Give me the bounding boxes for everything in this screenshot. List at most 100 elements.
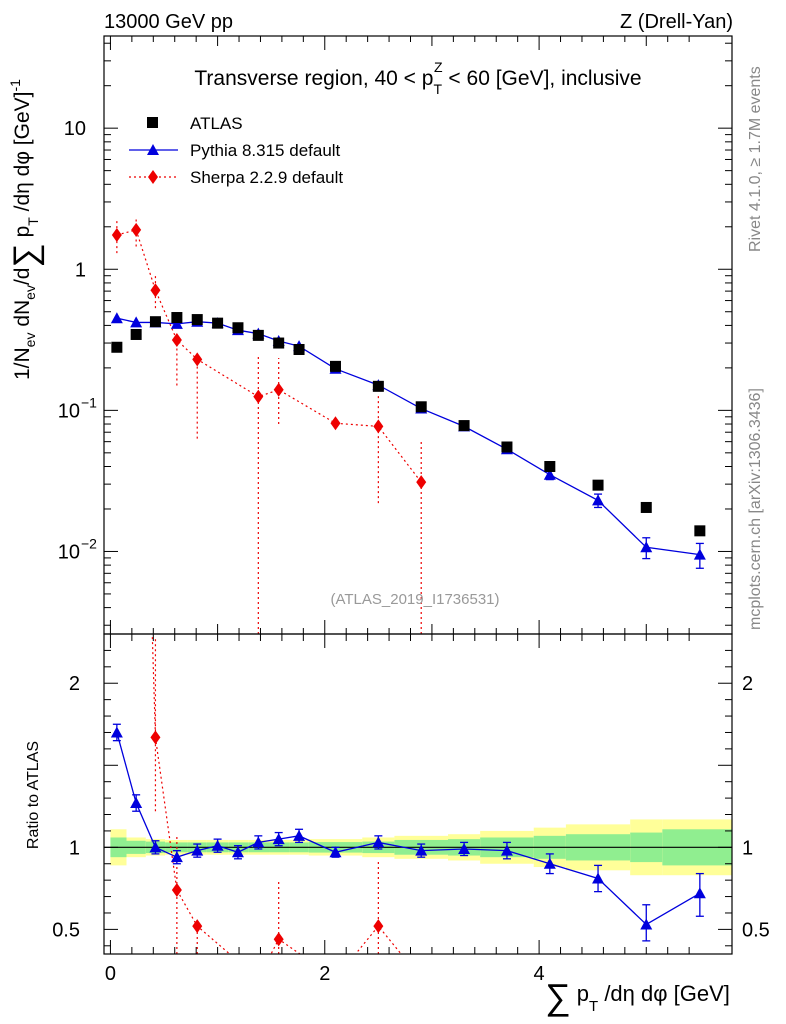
atlas-data-point: [111, 341, 123, 353]
pythia-ratio-point: [130, 797, 143, 809]
main-y-tick-label: 10: [58, 541, 80, 563]
pythia-ratio-point: [293, 829, 306, 841]
main-y-axis-label: 1/Nev dNev/d∑ pT /dη dφ [GeV]-1: [7, 79, 45, 380]
sherpa-main-point: [171, 333, 182, 348]
pythia-ratio-point: [170, 851, 183, 863]
main-y-tick-label: 1: [75, 259, 86, 281]
main-y-tick-exponent: −1: [81, 394, 97, 410]
pythia-main-point: [640, 541, 653, 553]
analysis-watermark: (ATLAS_2019_I1736531): [330, 591, 499, 608]
atlas-data-point: [592, 479, 604, 491]
sherpa-main-point: [192, 352, 203, 367]
atlas-data-point: [329, 360, 341, 372]
pythia-main-point: [592, 494, 605, 506]
legend: ATLAS Pythia 8.315 default Sherpa 2.2.9 …: [129, 114, 343, 187]
sherpa-main-point: [253, 389, 264, 404]
atlas-data-point: [212, 317, 224, 329]
sherpa-main-point: [330, 416, 341, 431]
pythia-main-point: [130, 316, 143, 328]
atlas-data-point: [544, 461, 556, 473]
ratio-panel: 2 2 1 1 0.5 0.5 0 2 4 Ratio to ATLAS ∑ pT /dη dφ…: [25, 633, 770, 1017]
pythia-main-point: [170, 317, 183, 329]
pythia-ratio-point: [272, 833, 285, 845]
sherpa-main-point: [150, 283, 161, 298]
pythia-ratio-point: [693, 887, 706, 899]
pythia-main-point: [110, 312, 123, 324]
ratio-y-axis-label: Ratio to ATLAS: [25, 741, 42, 849]
sherpa-main-line: [116, 229, 422, 483]
legend-atlas-label: ATLAS: [190, 114, 243, 133]
ratio-y-tick-label-right: 2: [742, 673, 753, 695]
ratio-y-tick-label-left: 2: [69, 673, 80, 695]
atlas-data-point: [640, 501, 652, 513]
atlas-data-point: [694, 525, 706, 537]
pythia-ratio-point: [110, 726, 123, 738]
ratio-y-tick-label-right: 1: [742, 837, 753, 859]
main-y-tick-label: 10: [64, 118, 86, 140]
pythia-main-point: [543, 468, 556, 480]
ratio-x-tick-label: 4: [534, 963, 545, 985]
ratio-x-tick-label: 2: [319, 963, 330, 985]
legend-pythia-label: Pythia 8.315 default: [190, 141, 341, 160]
pythia-ratio-point: [500, 844, 513, 856]
pythia-ratio-point: [211, 839, 224, 851]
atlas-data-point: [415, 401, 427, 413]
atlas-data-point: [458, 420, 470, 432]
rivet-version-label: Rivet 4.1.0, ≥ 1.7M events: [747, 66, 764, 252]
pythia-ratio-point: [640, 918, 653, 930]
ratio-x-axis-label: ∑ pT /dη dφ [GeV]: [545, 976, 730, 1017]
sherpa-main-point: [373, 419, 384, 434]
sherpa-ratio-point: [192, 919, 203, 934]
sherpa-main-point: [111, 227, 122, 242]
atlas-data-point: [149, 316, 161, 328]
atlas-data-point: [372, 380, 384, 392]
pythia-ratio-point: [329, 846, 342, 858]
atlas-data-point: [293, 343, 305, 355]
sherpa-ratio-point: [171, 883, 182, 897]
pythia-ratio-point: [458, 842, 471, 854]
ratio-y-tick-label-left: 0.5: [52, 919, 80, 941]
main-plot-title: Transverse region, 40 < pTZ < 60 [GeV], …: [194, 59, 641, 97]
ratio-y-tick-label-left: 1: [69, 837, 80, 859]
main-y-tick-exponent: −2: [81, 535, 97, 551]
pythia-main-point: [693, 548, 706, 560]
main-data-layer: [110, 216, 706, 634]
pythia-ratio-point: [592, 872, 605, 884]
sherpa-ratio-point: [150, 730, 161, 745]
legend-sherpa-marker: [148, 170, 158, 184]
ratio-x-tick-label: 0: [105, 963, 116, 985]
header-process-label: Z (Drell-Yan): [620, 11, 733, 33]
pythia-ratio-point: [543, 857, 556, 869]
atlas-data-point: [130, 328, 142, 340]
ratio-y-tick-label-right: 0.5: [742, 919, 770, 941]
sherpa-main-point: [416, 475, 427, 490]
atlas-data-point: [273, 337, 285, 349]
pythia-ratio-point: [191, 844, 204, 856]
pythia-ratio-point: [231, 846, 244, 858]
mcplots-label: mcplots.cern.ch [arXiv:1306.3436]: [747, 388, 764, 630]
sherpa-ratio-line: [151, 634, 402, 954]
ratio-axis-ticks: 2 2 1 1 0.5 0.5 0 2 4: [52, 634, 770, 985]
sherpa-main-point: [273, 382, 284, 397]
header-energy-label: 13000 GeV pp: [104, 11, 233, 33]
pythia-ratio-point: [415, 844, 428, 856]
sherpa-ratio-point: [273, 932, 284, 947]
sherpa-ratio-point: [373, 919, 384, 934]
main-y-tick-label: 10: [58, 400, 80, 422]
atlas-data-point: [191, 314, 203, 326]
legend-sherpa-label: Sherpa 2.2.9 default: [190, 168, 343, 187]
pythia-main-line: [116, 317, 700, 556]
legend-pythia-marker: [147, 144, 159, 155]
sherpa-main-point: [131, 222, 142, 237]
atlas-data-point: [252, 329, 264, 341]
pythia-ratio-point: [252, 836, 265, 848]
ratio-frame: [103, 633, 733, 955]
pythia-ratio-point: [149, 841, 162, 853]
atlas-data-point: [501, 441, 513, 453]
ratio-data-layer: [110, 634, 706, 954]
legend-atlas-marker: [147, 117, 158, 128]
pythia-ratio-point: [372, 836, 385, 848]
atlas-data-point: [232, 322, 244, 334]
